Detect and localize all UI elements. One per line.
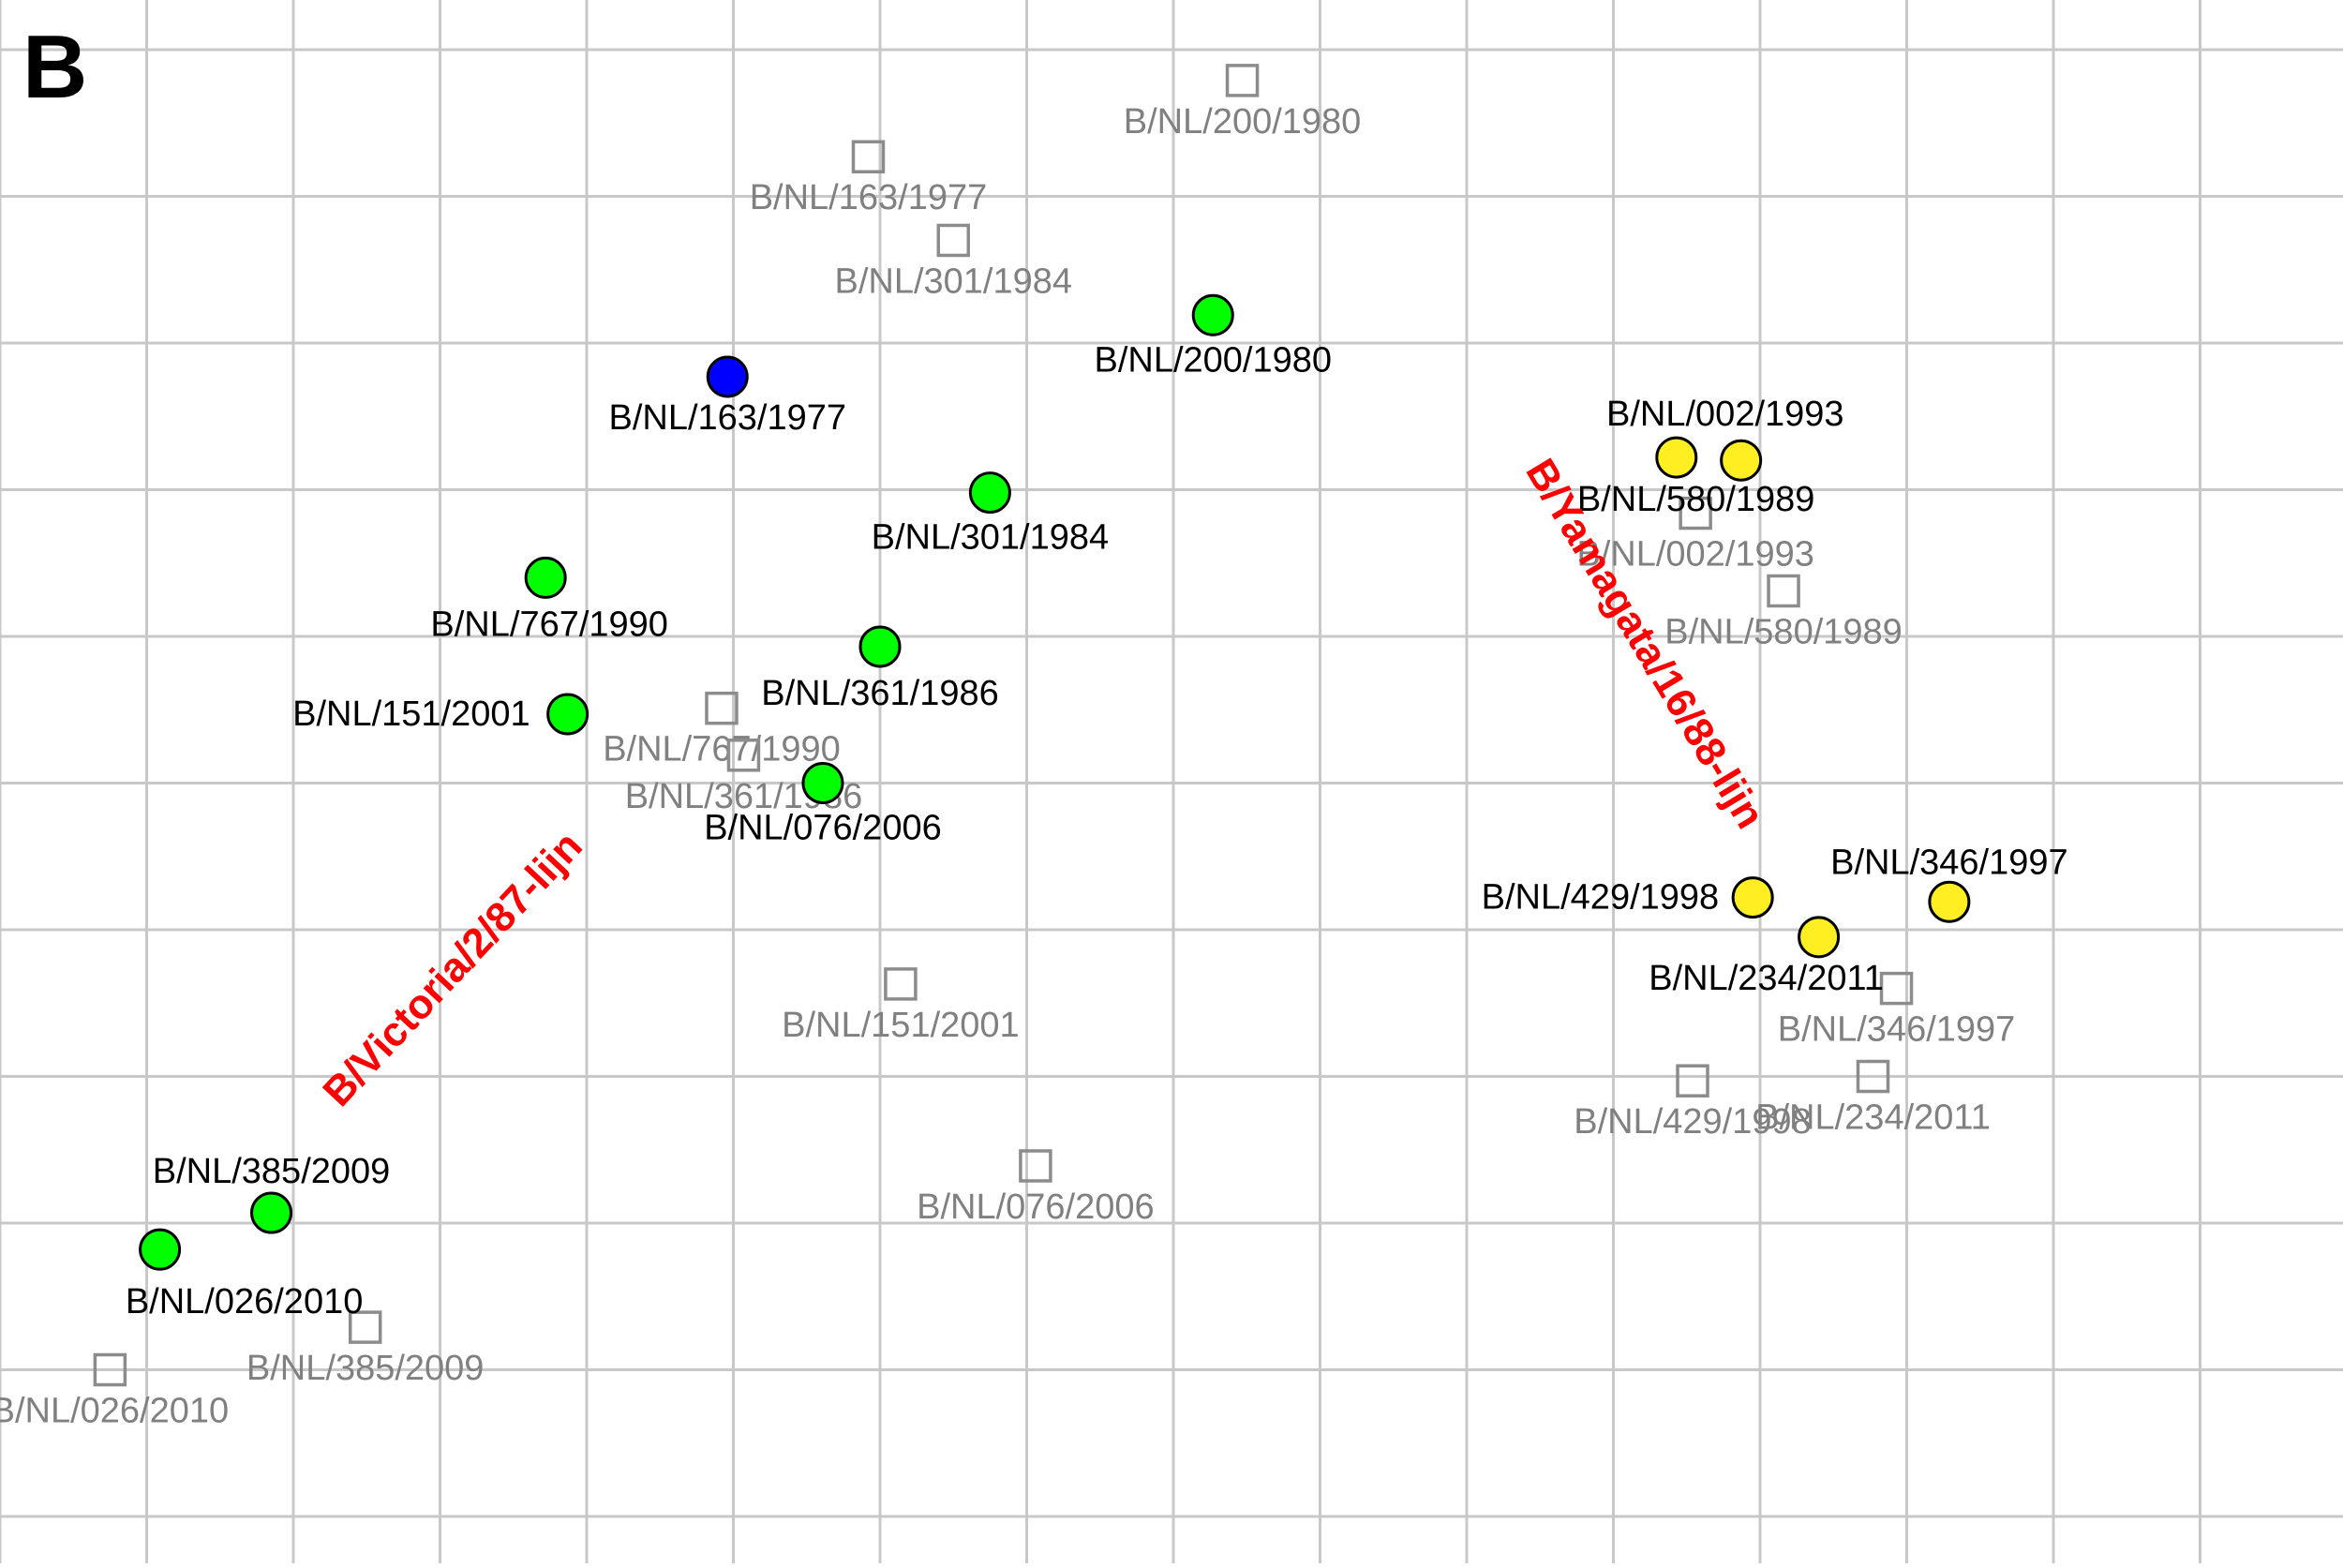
serum-point: B/NL/385/2009 xyxy=(246,1310,485,1388)
antigen-marker xyxy=(1928,880,1971,923)
serum-label: B/NL/076/2006 xyxy=(917,1187,1155,1227)
antigen-point: B/NL/346/1997 xyxy=(1830,843,2068,923)
antigen-marker xyxy=(139,1228,182,1271)
antigen-marker xyxy=(1731,876,1774,919)
antigen-point: B/NL/163/1977 xyxy=(608,355,846,438)
serum-marker xyxy=(726,739,761,772)
antigen-marker xyxy=(1655,436,1698,479)
antigen-label: B/NL/163/1977 xyxy=(608,398,846,438)
antigen-point: B/NL/026/2010 xyxy=(126,1228,364,1322)
serum-label: B/NL/580/1989 xyxy=(1664,612,1903,651)
serum-label: B/NL/163/1977 xyxy=(750,178,988,217)
serum-point: B/NL/076/2006 xyxy=(917,1149,1155,1227)
serum-marker xyxy=(851,140,886,173)
serum-point: B/NL/346/1997 xyxy=(1778,971,2016,1050)
antigen-marker xyxy=(1720,439,1763,482)
serum-point: B/NL/301/1984 xyxy=(834,223,1072,301)
antigen-marker xyxy=(250,1191,293,1234)
serum-point: B/NL/200/1980 xyxy=(1124,64,1362,142)
serum-marker xyxy=(1856,1059,1890,1094)
serum-label: B/NL/200/1980 xyxy=(1124,102,1362,142)
serum-marker xyxy=(1225,64,1260,97)
antigen-point: B/NL/385/2009 xyxy=(153,1152,391,1234)
serum-marker xyxy=(884,967,918,1001)
serum-point: B/NL/767/1990 xyxy=(603,691,841,769)
serum-label: B/NL/385/2009 xyxy=(246,1349,485,1388)
serum-label: B/NL/301/1984 xyxy=(834,261,1072,301)
serum-marker xyxy=(1679,496,1712,530)
antigen-point: B/NL/580/1989 xyxy=(1577,439,1815,519)
antigen-point: B/NL/002/1993 xyxy=(1606,395,1844,479)
antigen-marker xyxy=(1191,293,1234,336)
antigen-point: B/NL/234/2011 xyxy=(1649,916,1884,998)
serum-point: B/NL/002/1993 xyxy=(1576,496,1814,575)
antigen-markers: B/NL/163/1977 B/NL/200/1980 B/NL/301/1984 B… xyxy=(126,293,2068,1322)
antigen-label: B/NL/151/2001 xyxy=(292,694,530,734)
serum-label: B/NL/429/1998 xyxy=(1574,1102,1812,1142)
serum-marker xyxy=(348,1310,382,1344)
antigen-marker xyxy=(706,355,749,398)
serum-marker xyxy=(1767,574,1800,608)
antigen-label: B/NL/767/1990 xyxy=(430,605,668,644)
serum-marker xyxy=(1676,1064,1709,1098)
serum-label: B/NL/151/2001 xyxy=(782,1006,1020,1045)
antigen-label: B/NL/002/1993 xyxy=(1606,395,1844,434)
serum-marker xyxy=(93,1352,127,1387)
antigen-point: B/NL/151/2001 xyxy=(292,693,589,736)
serum-label: B/NL/002/1993 xyxy=(1576,535,1814,575)
sera-markers: B/NL/200/1980 B/NL/163/1977 B/NL/301/1984 B… xyxy=(0,64,2016,1431)
serum-point: B/NL/151/2001 xyxy=(782,967,1020,1045)
serum-label: B/NL/767/1990 xyxy=(603,730,841,769)
antigen-label: B/NL/580/1989 xyxy=(1577,480,1815,519)
antigen-point: B/NL/200/1980 xyxy=(1094,293,1332,380)
antigen-marker xyxy=(968,471,1011,515)
antigen-point: B/NL/767/1990 xyxy=(430,556,668,644)
antigen-marker xyxy=(858,625,902,668)
serum-point: B/NL/026/2010 xyxy=(0,1352,229,1431)
serum-marker xyxy=(1879,971,1914,1006)
antigen-marker xyxy=(801,762,844,804)
serum-point: B/NL/429/1998 xyxy=(1574,1064,1812,1142)
serum-marker xyxy=(1019,1149,1052,1183)
antigen-label: B/NL/361/1986 xyxy=(761,674,999,713)
antigen-label: B/NL/301/1984 xyxy=(872,518,1110,558)
antigen-label: B/NL/429/1998 xyxy=(1482,878,1720,918)
antigen-marker xyxy=(1798,916,1841,959)
antigen-label: B/NL/076/2006 xyxy=(704,809,942,848)
antigen-marker xyxy=(524,556,567,599)
antigen-label: B/NL/026/2010 xyxy=(126,1282,364,1322)
antigen-point: B/NL/361/1986 xyxy=(761,625,999,713)
antigen-point: B/NL/429/1998 xyxy=(1482,876,1774,919)
serum-label: B/NL/026/2010 xyxy=(0,1392,229,1431)
serum-label: B/NL/234/2011 xyxy=(1755,1098,1991,1138)
antigen-point: B/NL/076/2006 xyxy=(704,762,942,848)
serum-point: B/NL/580/1989 xyxy=(1664,574,1903,651)
serum-point: B/NL/163/1977 xyxy=(750,140,988,217)
antigen-marker xyxy=(546,693,589,736)
antigen-label: B/NL/200/1980 xyxy=(1094,340,1332,380)
lineage-label: B/Victoria/2/87-lijn xyxy=(314,823,590,1115)
serum-marker xyxy=(705,691,739,725)
antigen-label: B/NL/346/1997 xyxy=(1830,843,2068,882)
antigen-point: B/NL/301/1984 xyxy=(872,471,1110,558)
serum-point: B/NL/234/2011 xyxy=(1755,1059,1991,1138)
antigen-label: B/NL/234/2011 xyxy=(1649,959,1884,998)
panel-label: B xyxy=(22,17,88,117)
antigen-label: B/NL/385/2009 xyxy=(153,1152,391,1191)
serum-marker xyxy=(936,223,970,258)
serum-label: B/NL/346/1997 xyxy=(1778,1010,2016,1050)
